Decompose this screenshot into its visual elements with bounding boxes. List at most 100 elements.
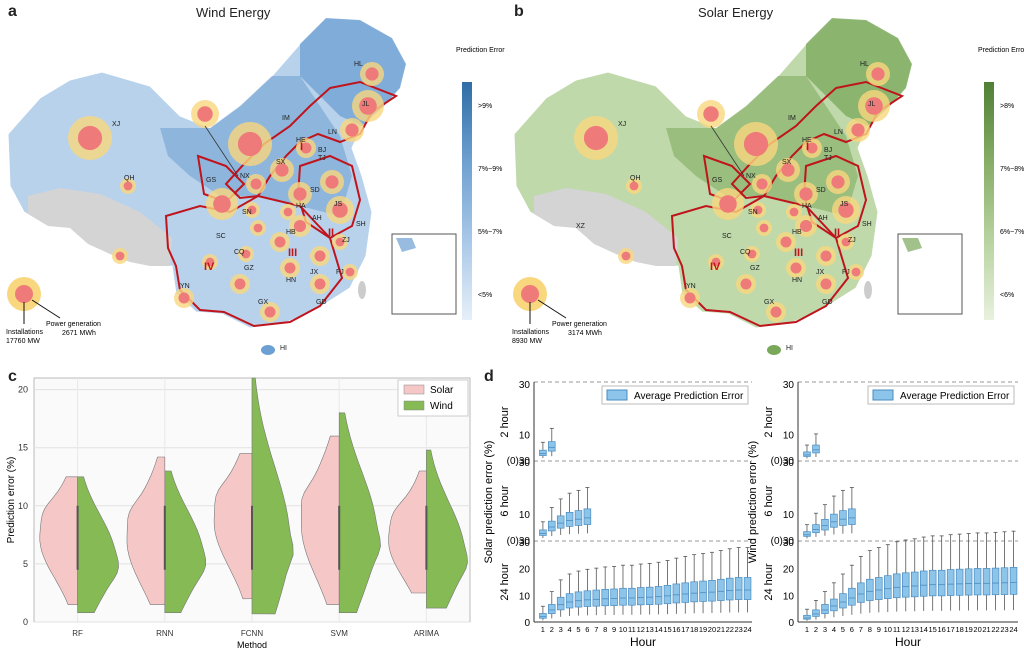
x-axis-label: Hour xyxy=(895,635,921,649)
box-hour-11 xyxy=(893,573,901,599)
x-tick-label: 10 xyxy=(884,625,892,634)
row-label: 2 hour xyxy=(499,406,511,438)
y-tick-label: 20 xyxy=(519,565,531,576)
box-hour-20 xyxy=(973,568,982,596)
province-label-xz: XZ xyxy=(576,223,586,230)
box-hour-21 xyxy=(982,568,991,596)
box-hour-6 xyxy=(583,508,592,525)
legend-label-solar: Solar xyxy=(430,385,454,396)
region-label-i: I xyxy=(300,141,303,153)
y-tick-label: 20 xyxy=(783,565,795,576)
row-label: 24 hour xyxy=(763,563,775,601)
province-bubble-inner xyxy=(115,251,125,261)
box-hour-12 xyxy=(902,572,910,598)
box-hour-1 xyxy=(803,531,811,537)
province-bubble-inner xyxy=(335,237,345,247)
box-hour-23 xyxy=(734,577,743,600)
province-label-he: HE xyxy=(802,137,812,144)
y-tick-label: 10 xyxy=(18,501,28,511)
x-tick-label: 2 xyxy=(814,625,818,634)
y-axis-label: Prediction error (%) xyxy=(6,457,17,544)
inset-coast-shape xyxy=(902,238,922,252)
province-bubble-inner xyxy=(747,249,757,259)
box-hour-3 xyxy=(821,604,829,614)
y-tick-label: 10 xyxy=(519,431,531,442)
province-bubble-inner xyxy=(780,236,792,248)
x-tick-label: 6 xyxy=(850,625,854,634)
province-bubble-inner xyxy=(871,67,885,81)
box-hour-2 xyxy=(812,524,820,534)
legend-level-label: 5%~7% xyxy=(478,229,502,236)
province-bubble-inner xyxy=(253,223,263,233)
province-label-tj: TJ xyxy=(824,155,832,162)
x-tick-label: 12 xyxy=(637,625,645,634)
x-tick-label: 23 xyxy=(1000,625,1008,634)
box-hour-7 xyxy=(857,582,865,603)
x-tick-label: RNN xyxy=(156,629,174,638)
x-tick-label: 3 xyxy=(823,625,827,634)
legend-label: Average Prediction Error xyxy=(900,391,1010,402)
x-tick-label: 20 xyxy=(973,625,981,634)
box-hour-19 xyxy=(699,580,707,602)
province-bubble-inner xyxy=(275,163,289,177)
box-hour-16 xyxy=(672,583,681,604)
province-bubble-inner xyxy=(789,207,799,217)
province-label-bj: BJ xyxy=(318,147,326,154)
y-axis-label: Wind prediction error (%) xyxy=(747,441,759,563)
row-label: 6 hour xyxy=(763,485,775,517)
inset-coast-shape xyxy=(396,238,416,252)
box-hour-9 xyxy=(875,577,883,600)
x-tick-label: ARIMA xyxy=(414,629,440,638)
grey-region-shape xyxy=(28,188,172,266)
violin-solar-arima xyxy=(388,470,427,594)
x-tick-label: 22 xyxy=(991,625,999,634)
x-tick-label: 15 xyxy=(663,625,671,634)
box-hour-20 xyxy=(708,579,716,602)
x-tick-label: 16 xyxy=(938,625,946,634)
box-hour-22 xyxy=(991,567,1000,596)
x-tick-label: FCNN xyxy=(241,629,263,638)
province-label-gs: GS xyxy=(712,177,722,184)
province-bubble-inner xyxy=(284,262,296,274)
box-hour-4 xyxy=(565,593,574,609)
legend-level-label: <6% xyxy=(1000,292,1014,299)
province-bubble-inner xyxy=(345,123,359,137)
x-tick-label: 21 xyxy=(717,625,725,634)
pointer-line xyxy=(204,125,239,177)
box-hour-2 xyxy=(548,520,556,532)
province-bubble-inner xyxy=(205,257,215,267)
province-bubble-inner xyxy=(264,306,276,318)
box-hour-13 xyxy=(645,586,654,605)
province-label-jx: JX xyxy=(310,269,319,276)
province-label-hb: HB xyxy=(792,229,802,236)
x-tick-label: 11 xyxy=(893,625,901,634)
province-label-sh: SH xyxy=(862,221,872,228)
y-tick-label: 15 xyxy=(18,443,28,453)
province-label-js: JS xyxy=(334,201,343,208)
x-tick-label: 17 xyxy=(681,625,689,634)
province-label-gz: GZ xyxy=(244,265,254,272)
x-tick-label: 7 xyxy=(859,625,863,634)
x-tick-label: 12 xyxy=(902,625,910,634)
panel-c-letter: c xyxy=(8,368,17,385)
province-label-sc: SC xyxy=(722,233,732,240)
province-bubble-inner xyxy=(241,249,251,259)
legend-level-label: 6%~7% xyxy=(1000,229,1024,236)
y-tick-label: 5 xyxy=(23,559,28,569)
province-bubble-inner xyxy=(781,163,795,177)
province-label-im: IM xyxy=(788,115,796,122)
province-label-ah: AH xyxy=(818,215,828,222)
x-tick-label: 3 xyxy=(559,625,563,634)
province-bubble-inner xyxy=(820,250,832,262)
x-tick-label: 6 xyxy=(585,625,589,634)
province-label-hn: HN xyxy=(286,277,296,284)
box-hour-9 xyxy=(610,588,618,606)
violin-solar-rnn xyxy=(126,456,166,605)
province-bubble-inner xyxy=(756,178,768,190)
y-tick-label: 30 xyxy=(783,538,795,549)
box-hour-24 xyxy=(1009,567,1018,595)
province-label-jl: JL xyxy=(362,101,370,108)
province-bubble-inner xyxy=(583,125,609,151)
